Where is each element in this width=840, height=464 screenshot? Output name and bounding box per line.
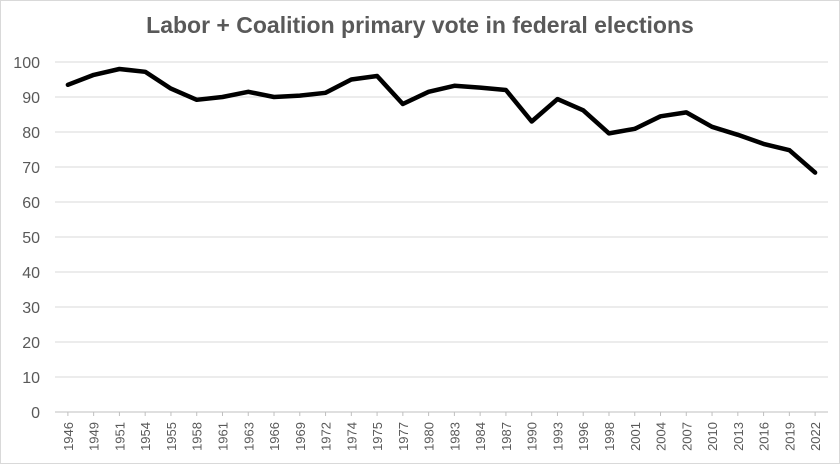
y-tick-label: 20 <box>22 335 40 352</box>
x-tick-label: 1955 <box>164 422 179 451</box>
x-tick-label: 1984 <box>473 422 488 451</box>
x-tick-label: 1987 <box>499 422 514 451</box>
x-tick-label: 1958 <box>190 422 205 451</box>
x-tick-label: 1954 <box>138 422 153 451</box>
y-tick-label: 30 <box>22 300 40 317</box>
y-axis-tick-labels: 0 10 20 30 40 50 60 70 80 90 100 <box>13 55 40 422</box>
x-tick-label: 2001 <box>628 422 643 451</box>
y-tick-label: 60 <box>22 195 40 212</box>
x-tick-label: 2007 <box>679 422 694 451</box>
y-tick-label: 40 <box>22 265 40 282</box>
x-tick-label: 1983 <box>447 422 462 451</box>
x-tick-label: 1951 <box>112 422 127 451</box>
x-tick-label: 1972 <box>319 422 334 451</box>
x-tick-label: 2013 <box>731 422 746 451</box>
series-layer <box>65 66 818 175</box>
x-tick-label: 1996 <box>576 422 591 451</box>
x-tick-label: 1946 <box>61 422 76 451</box>
x-tick-label: 1969 <box>293 422 308 451</box>
y-tick-label: 100 <box>13 55 40 72</box>
y-tick-label: 10 <box>22 370 40 387</box>
x-tick-label: 1961 <box>215 422 230 451</box>
x-tick-label: 2004 <box>654 422 669 451</box>
x-tick-label: 1974 <box>344 422 359 451</box>
y-tick-label: 90 <box>22 90 40 107</box>
x-tick-label: 2016 <box>757 422 772 451</box>
y-tick-label: 50 <box>22 230 40 247</box>
x-tick-label: 1998 <box>602 422 617 451</box>
y-tick-label: 0 <box>31 405 40 422</box>
y-tick-label: 80 <box>22 125 40 142</box>
x-tick-label: 1977 <box>396 422 411 451</box>
x-tick-label: 1975 <box>370 422 385 451</box>
x-tick-label: 2022 <box>808 422 823 451</box>
x-tick-label: 1993 <box>550 422 565 451</box>
x-tick-label: 1966 <box>267 422 282 451</box>
x-tick-label: 2019 <box>782 422 797 451</box>
x-tick-label: 1963 <box>241 422 256 451</box>
x-tick-label: 1980 <box>422 422 437 451</box>
x-tick-label: 1990 <box>525 422 540 451</box>
x-tick-label: 2010 <box>705 422 720 451</box>
x-tick-label: 1949 <box>87 422 102 451</box>
series-line <box>65 66 818 175</box>
gridlines <box>55 61 828 413</box>
y-tick-label: 70 <box>22 160 40 177</box>
x-axis-tick-labels: 1946 1949 1951 1954 1955 1958 1961 1963 1966 1969… <box>61 412 823 451</box>
chart-title: Labor + Coalition primary vote in federa… <box>146 12 694 38</box>
